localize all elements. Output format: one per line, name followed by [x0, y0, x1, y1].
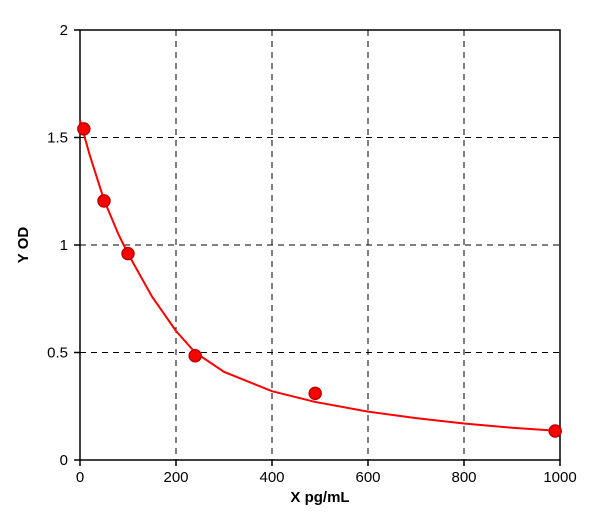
y-tick-label: 1.5 [47, 130, 68, 147]
data-point [189, 350, 201, 362]
data-point [122, 248, 134, 260]
data-point [309, 387, 321, 399]
x-tick-label: 400 [259, 469, 284, 486]
y-tick-label: 2 [60, 22, 68, 39]
y-tick-label: 0.5 [47, 345, 68, 362]
x-tick-label: 200 [163, 469, 188, 486]
y-tick-label: 0 [60, 452, 68, 469]
chart-svg: 0 200 400 600 800 1000 0 0.5 1 1.5 2 X pg/mL Y OD [0, 0, 600, 516]
data-point [98, 195, 110, 207]
data-point [78, 123, 90, 135]
y-tick-label: 1 [60, 237, 68, 254]
x-tick-label: 600 [355, 469, 380, 486]
x-axis-label: X pg/mL [290, 489, 349, 506]
x-tick-label: 0 [76, 469, 84, 486]
x-tick-label: 800 [451, 469, 476, 486]
y-axis-label: Y OD [15, 227, 32, 264]
chart-bg [0, 0, 600, 516]
data-point [549, 425, 561, 437]
chart-container: 0 200 400 600 800 1000 0 0.5 1 1.5 2 X pg/mL Y OD [0, 0, 600, 516]
x-tick-label: 1000 [543, 469, 576, 486]
